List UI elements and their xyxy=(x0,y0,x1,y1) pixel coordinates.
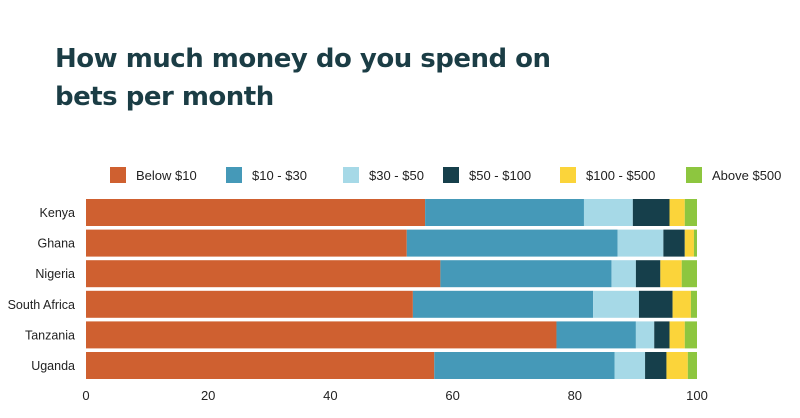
legend-swatch-100-500 xyxy=(560,167,576,183)
bar-segment-uganda-below-10 xyxy=(86,352,435,379)
bar-segment-ghana-10-30 xyxy=(406,229,618,257)
legend-label-10-30: $10 - $30 xyxy=(252,168,307,183)
legend: Below $10 $10 - $30 $30 - $50 $50 - $100 $10… xyxy=(110,167,781,183)
bar-segment-kenya-100-500 xyxy=(669,199,685,226)
bar-segment-kenya-50-100 xyxy=(632,199,670,226)
x-tick-label-100: 100 xyxy=(686,388,708,403)
bar-segment-ghana-100-500 xyxy=(684,229,694,257)
category-label-ghana: Ghana xyxy=(37,237,75,251)
bar-segment-south-africa-30-50 xyxy=(593,290,639,318)
category-label-kenya: Kenya xyxy=(40,206,75,220)
bar-row-uganda xyxy=(86,352,697,379)
x-tick-label-40: 40 xyxy=(323,388,337,403)
chart-title: How much money do you spend on bets per … xyxy=(55,40,655,116)
category-labels: Kenya Ghana Nigeria South Africa Tanzania Uga… xyxy=(8,206,75,373)
x-axis: 0 20 40 60 80 100 xyxy=(82,388,707,403)
bars xyxy=(86,199,697,379)
legend-item-below-10: Below $10 xyxy=(110,167,197,183)
legend-label-100-500: $100 - $500 xyxy=(586,168,655,183)
bar-row-south-africa xyxy=(86,290,697,318)
bar-segment-ghana-30-50 xyxy=(617,229,664,257)
chart-title-line-2: bets per month xyxy=(55,82,274,112)
bar-segment-kenya-30-50 xyxy=(583,199,633,226)
bar-segment-tanzania-above-500 xyxy=(684,321,697,349)
bar-segment-south-africa-50-100 xyxy=(638,290,673,318)
legend-swatch-10-30 xyxy=(226,167,242,183)
bar-segment-south-africa-below-10 xyxy=(86,290,413,318)
bar-segment-ghana-50-100 xyxy=(663,229,685,257)
bar-segment-tanzania-below-10 xyxy=(86,321,557,349)
bar-segment-kenya-10-30 xyxy=(425,199,584,226)
x-tick-label-80: 80 xyxy=(568,388,582,403)
legend-item-10-30: $10 - $30 xyxy=(226,167,307,183)
bar-segment-uganda-above-500 xyxy=(687,352,697,379)
bar-row-tanzania xyxy=(86,321,697,349)
x-tick-label-0: 0 xyxy=(82,388,89,403)
bar-row-kenya xyxy=(86,199,697,226)
bar-segment-south-africa-above-500 xyxy=(690,290,697,318)
bar-segment-south-africa-100-500 xyxy=(672,290,691,318)
legend-swatch-below-10 xyxy=(110,167,126,183)
category-label-uganda: Uganda xyxy=(31,359,75,373)
bar-segment-ghana-below-10 xyxy=(86,229,407,257)
legend-label-50-100: $50 - $100 xyxy=(469,168,531,183)
bar-segment-nigeria-above-500 xyxy=(681,260,697,288)
bar-segment-nigeria-30-50 xyxy=(611,260,636,288)
legend-swatch-above-500 xyxy=(686,167,702,183)
bar-segment-uganda-30-50 xyxy=(614,352,646,379)
x-tick-label-60: 60 xyxy=(445,388,459,403)
bar-segment-ghana-above-500 xyxy=(693,229,697,257)
chart-title-line-1: How much money do you spend on xyxy=(55,44,551,74)
legend-swatch-50-100 xyxy=(443,167,459,183)
bar-segment-kenya-below-10 xyxy=(86,199,426,226)
bar-segment-nigeria-50-100 xyxy=(635,260,661,288)
bar-segment-south-africa-10-30 xyxy=(412,290,594,318)
legend-label-30-50: $30 - $50 xyxy=(369,168,424,183)
legend-item-100-500: $100 - $500 xyxy=(560,167,655,183)
category-label-south-africa: South Africa xyxy=(8,298,75,312)
legend-label-below-10: Below $10 xyxy=(136,168,197,183)
legend-item-50-100: $50 - $100 xyxy=(443,167,531,183)
bar-row-nigeria xyxy=(86,260,697,288)
x-tick-label-20: 20 xyxy=(201,388,215,403)
bar-segment-nigeria-below-10 xyxy=(86,260,441,288)
bar-row-ghana xyxy=(86,229,697,257)
bar-segment-uganda-100-500 xyxy=(666,352,688,379)
legend-item-above-500: Above $500 xyxy=(686,167,781,183)
bar-segment-tanzania-50-100 xyxy=(654,321,670,349)
bar-segment-tanzania-30-50 xyxy=(635,321,655,349)
bar-segment-nigeria-100-500 xyxy=(660,260,682,288)
category-label-tanzania: Tanzania xyxy=(25,328,75,342)
bar-segment-kenya-above-500 xyxy=(684,199,697,226)
legend-item-30-50: $30 - $50 xyxy=(343,167,424,183)
legend-swatch-30-50 xyxy=(343,167,359,183)
bar-segment-uganda-50-100 xyxy=(645,352,667,379)
bar-segment-tanzania-10-30 xyxy=(556,321,636,349)
bar-segment-nigeria-10-30 xyxy=(440,260,612,288)
legend-label-above-500: Above $500 xyxy=(712,168,781,183)
bar-segment-tanzania-100-500 xyxy=(669,321,685,349)
category-label-nigeria: Nigeria xyxy=(35,267,75,281)
bar-segment-uganda-10-30 xyxy=(434,352,615,379)
